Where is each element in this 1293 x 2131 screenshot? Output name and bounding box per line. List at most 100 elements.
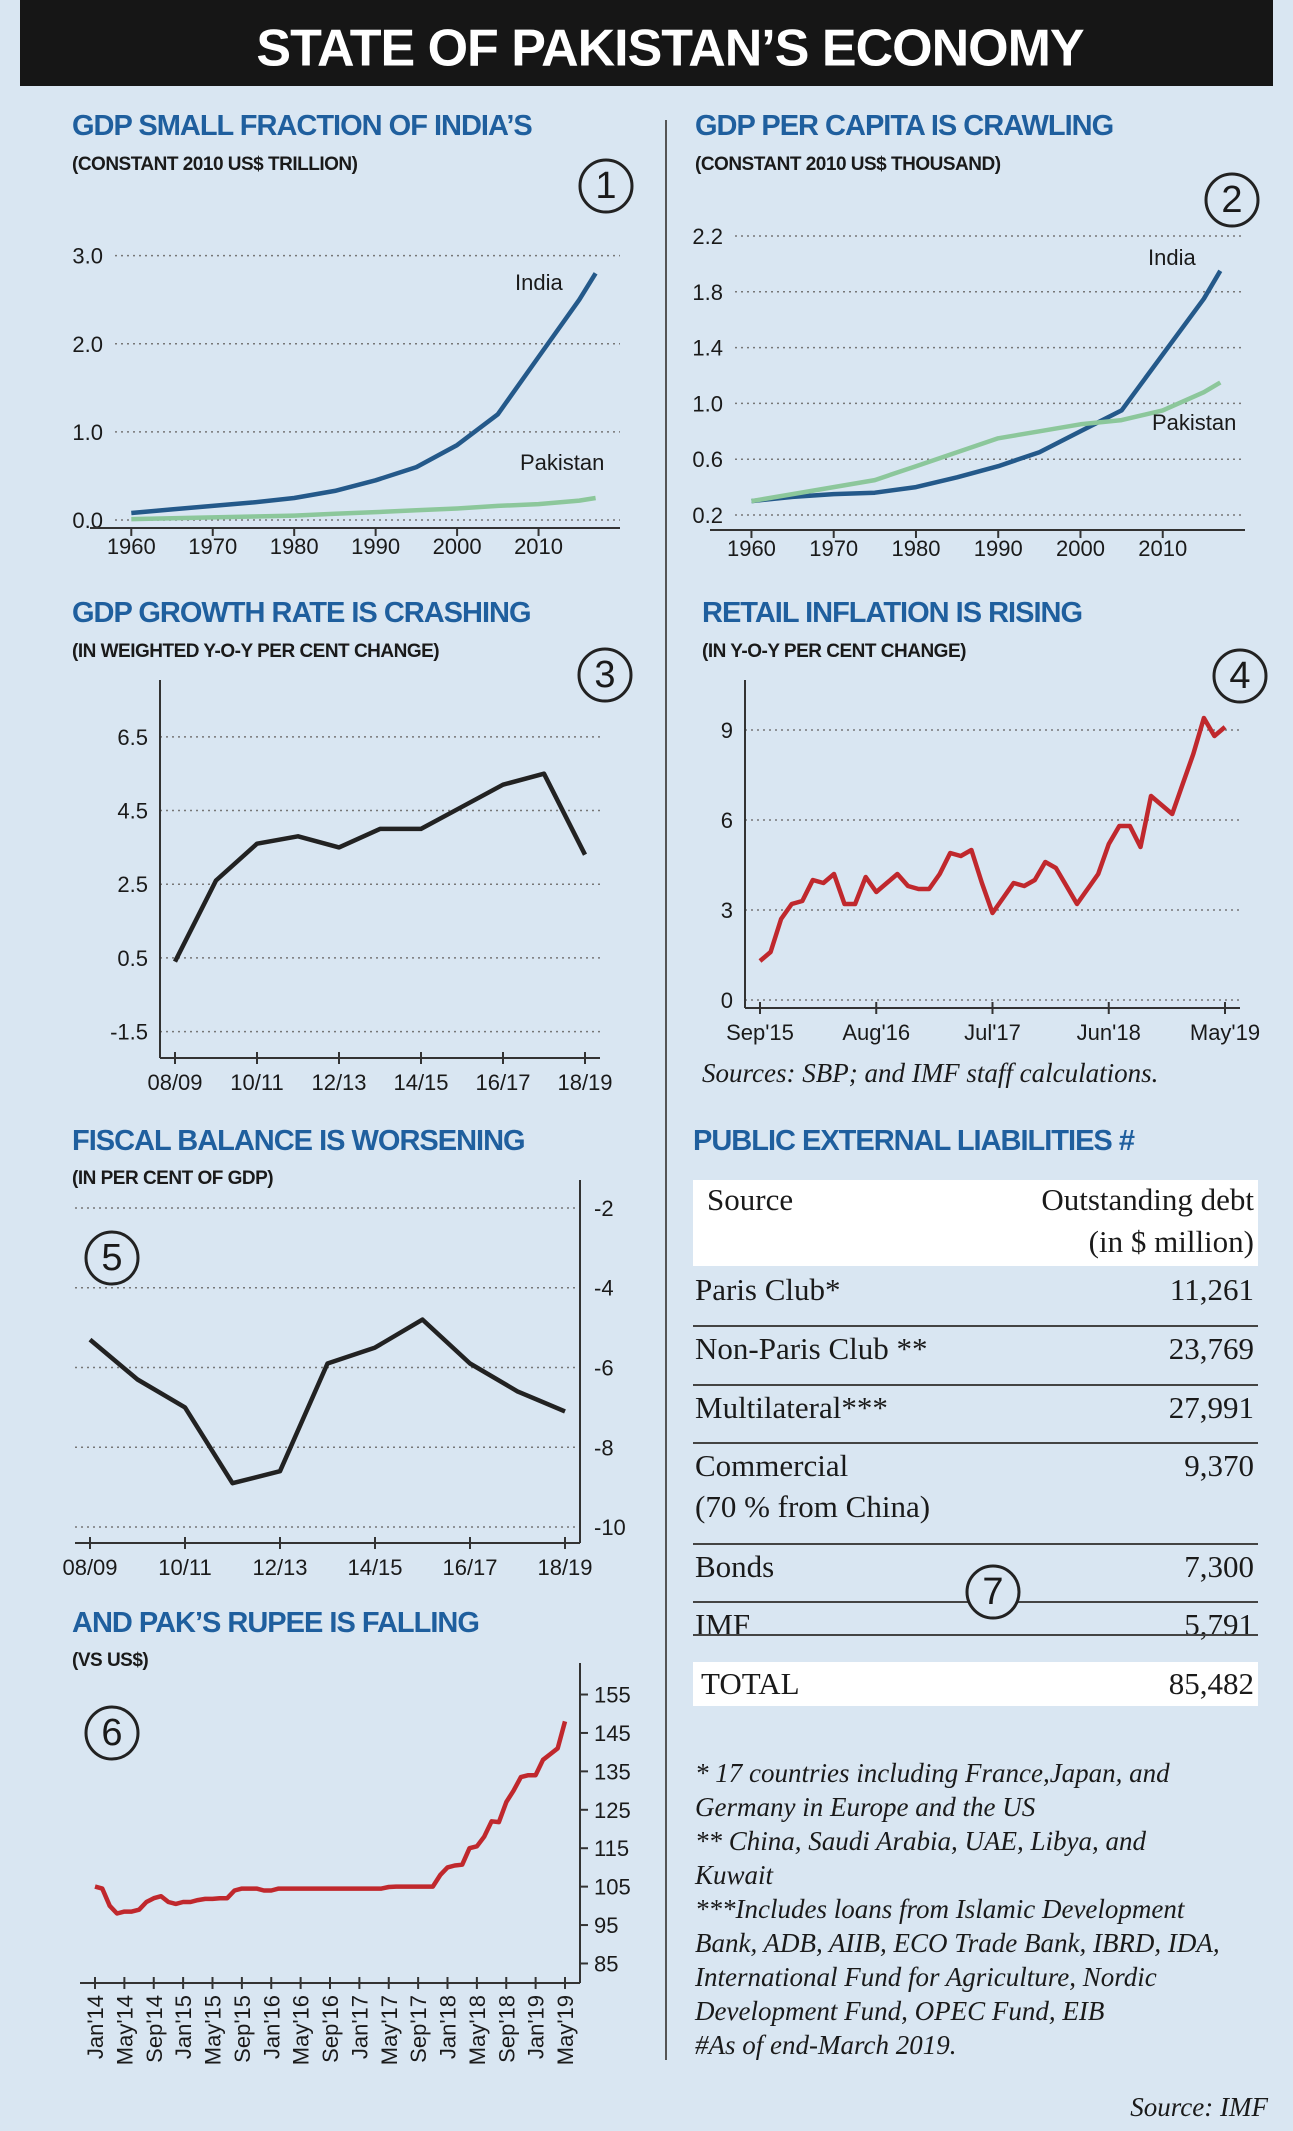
x-tick-label: 1970 bbox=[188, 534, 237, 559]
x-tick-label: 08/09 bbox=[62, 1555, 117, 1580]
badge-circle bbox=[1204, 172, 1260, 228]
badge-circle bbox=[577, 647, 633, 703]
x-tick-label: 1980 bbox=[270, 534, 319, 559]
title-bar bbox=[20, 0, 1273, 86]
y-tick-label: 0.5 bbox=[117, 946, 148, 971]
footnote: ***Includes loans from Islamic Developme… bbox=[695, 1894, 1186, 1924]
x-tick-label: 10/11 bbox=[230, 1070, 283, 1095]
footnote: Germany in Europe and the US bbox=[695, 1792, 1036, 1822]
y-tick-label: 2.0 bbox=[72, 332, 103, 357]
row-value: 7,300 bbox=[1184, 1549, 1254, 1584]
y-tick-label: -1.5 bbox=[110, 1020, 148, 1045]
chart-title: RETAIL INFLATION IS RISING bbox=[702, 597, 1082, 629]
row-name: Multilateral*** bbox=[695, 1390, 888, 1425]
x-tick-label: May'19 bbox=[553, 1995, 578, 2065]
x-tick-label: 14/15 bbox=[347, 1555, 402, 1580]
chart-subtitle: (CONSTANT 2010 US$ THOUSAND) bbox=[695, 154, 1001, 175]
x-tick-label: 16/17 bbox=[475, 1070, 530, 1095]
chart-source: Sources: SBP; and IMF staff calculations… bbox=[702, 1058, 1158, 1088]
x-tick-label: Aug'16 bbox=[842, 1020, 910, 1045]
y-tick-label: 145 bbox=[594, 1721, 631, 1746]
y-tick-label: 0.0 bbox=[72, 508, 103, 533]
header-band bbox=[693, 1180, 1258, 1266]
x-tick-label: 1990 bbox=[351, 534, 400, 559]
row-name: Bonds bbox=[695, 1549, 774, 1584]
chart-subtitle: (VS US$) bbox=[72, 1650, 148, 1671]
x-tick-label: Jan'17 bbox=[347, 1995, 372, 2059]
chart-title: GDP SMALL FRACTION OF INDIA’S bbox=[72, 110, 532, 142]
x-tick-label: Jan'18 bbox=[436, 1995, 461, 2059]
y-tick-label: -8 bbox=[594, 1435, 614, 1460]
row-value: 11,261 bbox=[1170, 1272, 1254, 1307]
series-label: Pakistan bbox=[1152, 410, 1236, 435]
x-tick-label: May'15 bbox=[201, 1995, 226, 2065]
x-tick-label: May'16 bbox=[289, 1995, 314, 2065]
x-tick-label: May'18 bbox=[465, 1995, 490, 2065]
chart-subtitle: (CONSTANT 2010 US$ TRILLION) bbox=[72, 154, 358, 175]
badge-number: 2 bbox=[1221, 179, 1242, 221]
footnote: International Fund for Agriculture, Nord… bbox=[694, 1962, 1157, 1992]
x-tick-label: 12/13 bbox=[252, 1555, 307, 1580]
x-tick-label: Sep'15 bbox=[230, 1995, 255, 2063]
x-tick-label: Jan'16 bbox=[259, 1995, 284, 2059]
footnote: ** China, Saudi Arabia, UAE, Libya, and bbox=[695, 1826, 1147, 1856]
series-line bbox=[751, 269, 1223, 504]
y-tick-label: 125 bbox=[594, 1798, 631, 1823]
badge-circle bbox=[84, 1705, 140, 1761]
x-tick-label: 18/19 bbox=[557, 1070, 612, 1095]
badge-number: 1 bbox=[595, 165, 616, 207]
y-tick-label: 2.2 bbox=[692, 224, 723, 249]
row-value: 23,769 bbox=[1169, 1331, 1254, 1366]
header-unit: (in $ million) bbox=[1089, 1224, 1254, 1259]
series-line bbox=[88, 1317, 566, 1486]
table-title: PUBLIC EXTERNAL LIABILITIES # bbox=[693, 1125, 1135, 1157]
x-tick-label: Jan'19 bbox=[524, 1995, 549, 2059]
row-note: (70 % from China) bbox=[695, 1489, 930, 1524]
row-value: 9,370 bbox=[1184, 1448, 1254, 1483]
x-tick-label: 18/19 bbox=[537, 1555, 592, 1580]
y-tick-label: 0.2 bbox=[692, 503, 723, 528]
y-tick-label: 6 bbox=[721, 808, 733, 833]
series-line bbox=[131, 495, 596, 522]
y-tick-label: 105 bbox=[594, 1875, 631, 1900]
y-tick-label: 3 bbox=[721, 898, 733, 923]
x-tick-label: 10/11 bbox=[158, 1555, 211, 1580]
source-note: Source: IMF bbox=[1130, 2092, 1268, 2122]
y-tick-label: -4 bbox=[594, 1276, 614, 1301]
chart-subtitle: (IN PER CENT OF GDP) bbox=[72, 1168, 273, 1189]
series-line bbox=[131, 272, 598, 516]
series-label: Pakistan bbox=[520, 450, 604, 475]
total-value: 85,482 bbox=[1169, 1666, 1254, 1701]
x-tick-label: Sep'17 bbox=[406, 1995, 431, 2063]
footnote: Development Fund, OPEC Fund, EIB bbox=[694, 1996, 1104, 2026]
y-tick-label: 1.4 bbox=[692, 336, 723, 361]
x-tick-label: 2010 bbox=[1138, 536, 1187, 561]
y-tick-label: 4.5 bbox=[117, 799, 148, 824]
badge-number: 6 bbox=[101, 1712, 122, 1754]
x-tick-label: May'17 bbox=[377, 1995, 402, 2065]
x-tick-label: Sep'15 bbox=[726, 1020, 794, 1045]
row-name: IMF bbox=[695, 1607, 750, 1642]
y-tick-label: 85 bbox=[594, 1951, 618, 1976]
x-tick-label: May'19 bbox=[1190, 1020, 1260, 1045]
x-tick-label: Sep'18 bbox=[494, 1995, 519, 2063]
header-source: Source bbox=[707, 1182, 793, 1217]
x-tick-label: 08/09 bbox=[147, 1070, 202, 1095]
chart-title: GDP GROWTH RATE IS CRASHING bbox=[72, 597, 531, 629]
main-title: STATE OF PAKISTAN’S ECONOMY bbox=[256, 20, 1083, 78]
x-tick-label: 2010 bbox=[514, 534, 563, 559]
x-tick-label: 2000 bbox=[1056, 536, 1105, 561]
header-debt: Outstanding debt bbox=[1041, 1182, 1254, 1217]
y-tick-label: 1.0 bbox=[692, 391, 723, 416]
x-tick-label: 1960 bbox=[727, 536, 776, 561]
x-tick-label: May'14 bbox=[112, 1995, 137, 2065]
footnote: Bank, ADB, AIIB, ECO Trade Bank, IBRD, I… bbox=[695, 1928, 1220, 1958]
chart-title: AND PAK’S RUPEE IS FALLING bbox=[72, 1607, 479, 1639]
footnote: Kuwait bbox=[694, 1860, 775, 1890]
y-tick-label: 155 bbox=[594, 1683, 631, 1708]
series-label: India bbox=[1148, 245, 1196, 270]
y-tick-label: 135 bbox=[594, 1759, 631, 1784]
x-tick-label: 2000 bbox=[433, 534, 482, 559]
chart-subtitle: (IN Y-O-Y PER CENT CHANGE) bbox=[702, 641, 966, 662]
total-band bbox=[693, 1662, 1258, 1706]
